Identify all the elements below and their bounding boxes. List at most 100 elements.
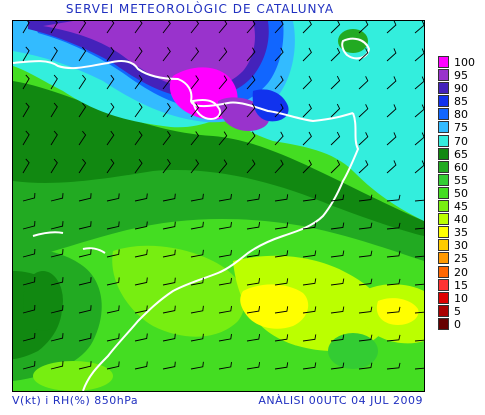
wind-barb bbox=[78, 21, 87, 34]
wind-barb bbox=[246, 250, 261, 258]
wind-barb bbox=[190, 75, 200, 90]
wind-barb bbox=[218, 21, 228, 34]
wind-barb bbox=[386, 362, 401, 370]
legend-item: 15 bbox=[438, 278, 483, 292]
wind-barb bbox=[330, 103, 341, 118]
wind-barb bbox=[246, 131, 256, 146]
wind-barb bbox=[330, 362, 345, 370]
wind-barb bbox=[218, 131, 228, 146]
wind-barb bbox=[190, 305, 204, 314]
legend-swatch bbox=[438, 69, 449, 82]
wind-barb bbox=[78, 193, 92, 202]
legend-item: 60 bbox=[438, 160, 483, 174]
wind-barb bbox=[22, 21, 30, 34]
wind-barb bbox=[414, 76, 424, 90]
wind-barb bbox=[414, 199, 424, 202]
legend-item: 85 bbox=[438, 95, 483, 108]
wind-barb bbox=[162, 305, 176, 314]
wind-barb bbox=[106, 361, 120, 370]
map-canvas bbox=[13, 21, 424, 391]
wind-barb bbox=[246, 47, 256, 62]
wind-barb bbox=[78, 158, 87, 174]
wind-barb bbox=[106, 221, 120, 230]
wind-barb bbox=[22, 158, 30, 174]
wind-barb bbox=[302, 334, 317, 342]
wind-barb bbox=[358, 362, 373, 370]
wind-barb bbox=[50, 361, 64, 370]
wind-barb bbox=[78, 277, 92, 286]
wind-barb bbox=[330, 75, 341, 90]
wind-barb bbox=[22, 46, 30, 62]
wind-barb bbox=[218, 361, 232, 370]
wind-barb bbox=[190, 103, 200, 118]
wind-barb bbox=[330, 47, 341, 62]
wind-barb bbox=[358, 278, 373, 286]
wind-barb bbox=[134, 130, 143, 146]
wind-barb bbox=[78, 333, 92, 342]
wind-barb bbox=[190, 249, 204, 258]
wind-barb bbox=[134, 74, 143, 90]
coast-island-ne bbox=[341, 37, 371, 60]
wind-barb bbox=[190, 361, 204, 370]
wind-barb bbox=[302, 250, 317, 258]
legend-label: 95 bbox=[454, 69, 468, 83]
wind-barb bbox=[330, 21, 341, 34]
field-45-blob-south bbox=[33, 361, 113, 391]
wind-barb bbox=[134, 158, 143, 174]
wind-barb bbox=[246, 222, 261, 230]
wind-barb bbox=[162, 159, 171, 174]
wind-barb bbox=[274, 194, 289, 202]
wind-barb bbox=[78, 74, 87, 90]
wind-barb bbox=[218, 159, 228, 174]
wind-barb bbox=[274, 47, 284, 62]
legend-label: 55 bbox=[454, 173, 468, 187]
footer-variables: V(kt) i RH(%) 850hPa bbox=[12, 394, 139, 407]
coast-balearic-east bbox=[82, 247, 106, 254]
legend-label: 60 bbox=[454, 160, 468, 174]
wind-barb bbox=[78, 361, 92, 370]
legend-label: 15 bbox=[454, 278, 468, 292]
wind-barb bbox=[162, 361, 176, 370]
wind-barb bbox=[50, 74, 58, 90]
field-band-60 bbox=[13, 170, 424, 261]
wind-barb bbox=[50, 158, 58, 174]
wind-barb bbox=[22, 304, 36, 314]
wind-barb bbox=[302, 131, 312, 146]
wind-barb bbox=[330, 222, 345, 230]
coastline bbox=[13, 37, 371, 391]
wind-barb bbox=[162, 75, 171, 90]
wind-barb bbox=[134, 249, 148, 258]
wind-barb bbox=[358, 334, 373, 342]
wind-barb bbox=[274, 306, 289, 314]
legend-item: 95 bbox=[438, 69, 483, 82]
legend-swatch bbox=[438, 186, 449, 199]
wind-barb bbox=[358, 306, 373, 314]
wind-barb bbox=[246, 21, 256, 34]
wind-barb bbox=[358, 48, 369, 62]
wind-barb bbox=[134, 277, 148, 286]
wind-barb bbox=[358, 104, 369, 118]
legend-item: 25 bbox=[438, 252, 483, 265]
legend-item: 100 bbox=[438, 56, 483, 69]
wind-barb bbox=[246, 362, 261, 370]
wind-barb bbox=[106, 74, 115, 90]
wind-barb bbox=[106, 46, 115, 62]
legend-swatch bbox=[438, 200, 449, 213]
border-andorra bbox=[191, 98, 221, 121]
legend-swatch bbox=[438, 121, 449, 134]
wind-barb bbox=[134, 305, 148, 314]
wind-barb bbox=[22, 332, 36, 342]
legend-label: 80 bbox=[454, 108, 468, 122]
wind-barb bbox=[22, 248, 36, 258]
wind-barb bbox=[386, 222, 401, 230]
wind-barb bbox=[22, 276, 36, 286]
wind-barb bbox=[386, 194, 401, 202]
wind-barb bbox=[302, 47, 312, 62]
wind-barb bbox=[190, 131, 200, 146]
wind-barb bbox=[22, 220, 36, 230]
legend-swatch bbox=[438, 147, 449, 160]
border-pyrenees bbox=[13, 60, 354, 123]
field-65-blob-west bbox=[23, 271, 63, 331]
wind-barb bbox=[106, 333, 120, 342]
wind-barb bbox=[190, 47, 200, 62]
